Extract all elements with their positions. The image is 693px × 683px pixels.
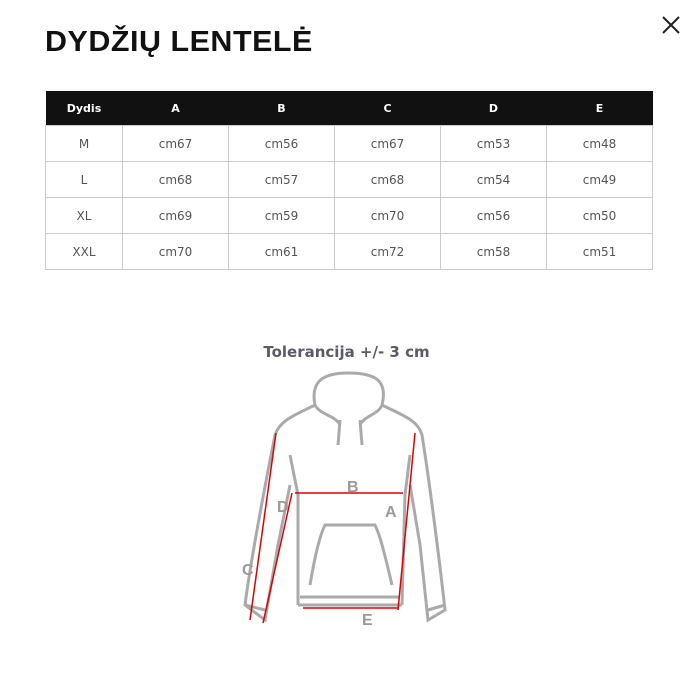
table-cell: cm48 bbox=[546, 125, 653, 162]
column-header: A bbox=[122, 91, 229, 126]
label-b: B bbox=[347, 479, 359, 496]
table-cell: cm54 bbox=[440, 161, 547, 198]
table-cell: cm72 bbox=[334, 233, 441, 270]
table-cell: cm70 bbox=[122, 233, 229, 270]
table-cell: cm67 bbox=[122, 125, 229, 162]
table-cell: cm70 bbox=[334, 197, 441, 234]
table-cell: cm49 bbox=[546, 161, 653, 198]
table-cell: cm59 bbox=[228, 197, 335, 234]
table-cell: L bbox=[45, 161, 123, 198]
table-cell: cm53 bbox=[440, 125, 547, 162]
column-header: D bbox=[440, 91, 547, 126]
table-cell: cm56 bbox=[440, 197, 547, 234]
column-header: E bbox=[546, 91, 653, 126]
table-cell: cm68 bbox=[122, 161, 229, 198]
table-cell: cm51 bbox=[546, 233, 653, 270]
label-e: E bbox=[362, 612, 373, 629]
table-row: XL cm69 cm59 cm70 cm56 cm50 bbox=[45, 197, 653, 234]
column-header: B bbox=[228, 91, 335, 126]
table-cell: cm58 bbox=[440, 233, 547, 270]
table-cell: cm68 bbox=[334, 161, 441, 198]
page-title: DYDŽIŲ LENTELĖ bbox=[45, 26, 313, 58]
table-cell: cm50 bbox=[546, 197, 653, 234]
column-header: Dydis bbox=[45, 91, 123, 126]
table-cell: cm56 bbox=[228, 125, 335, 162]
label-a: A bbox=[385, 504, 397, 521]
table-cell: XL bbox=[45, 197, 123, 234]
table-header: Dydis A B C D E bbox=[45, 91, 653, 126]
column-header: C bbox=[334, 91, 441, 126]
table-cell: XXL bbox=[45, 233, 123, 270]
tolerance-text: Tolerancija +/- 3 cm bbox=[263, 343, 430, 361]
hoodie-diagram: B A C D E bbox=[242, 371, 447, 629]
table-cell: cm67 bbox=[334, 125, 441, 162]
close-icon[interactable] bbox=[660, 14, 682, 36]
table-cell: M bbox=[45, 125, 123, 162]
table-row: XXL cm70 cm61 cm72 cm58 cm51 bbox=[45, 233, 653, 270]
hoodie-outline bbox=[243, 371, 447, 623]
measurement-arrows bbox=[249, 432, 416, 624]
table-cell: cm61 bbox=[228, 233, 335, 270]
label-c: C bbox=[242, 562, 254, 579]
label-d: D bbox=[277, 499, 289, 516]
table-cell: cm57 bbox=[228, 161, 335, 198]
table-cell: cm69 bbox=[122, 197, 229, 234]
